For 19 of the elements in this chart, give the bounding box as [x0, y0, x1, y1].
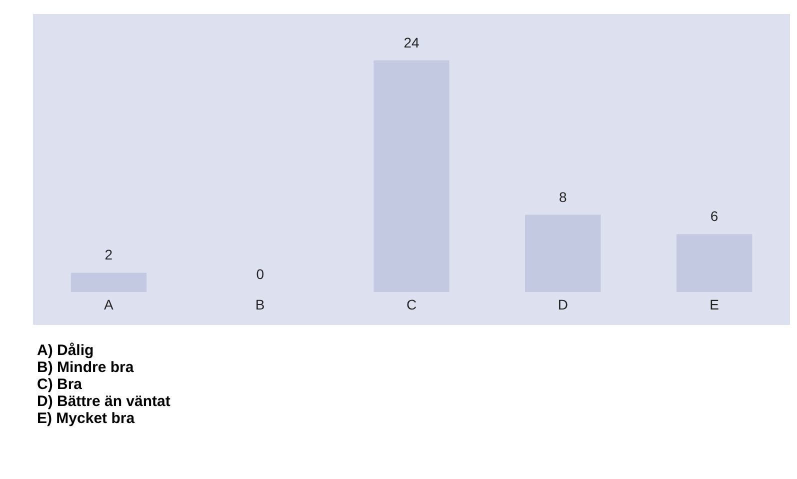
x-tick-label: A	[104, 296, 114, 312]
x-tick-label: C	[406, 296, 417, 312]
bar	[374, 60, 450, 292]
data-label: 2	[104, 246, 113, 263]
bar	[525, 214, 601, 292]
bar	[676, 234, 752, 292]
data-label: 8	[559, 188, 567, 205]
x-tick-label: B	[255, 296, 265, 312]
bar	[70, 272, 147, 292]
text: D) Bättre än väntat	[37, 393, 170, 410]
x-tick-label: D	[558, 296, 568, 312]
data-label: 6	[710, 208, 718, 224]
x-tick-label: E	[710, 296, 719, 312]
text: E) Mycket bra	[37, 410, 136, 427]
text: B) Mindre bra	[37, 359, 135, 376]
text: C) Bra	[37, 376, 84, 393]
data-label: 0	[256, 266, 264, 282]
text: A) Dålig	[37, 342, 95, 359]
data-label: 24	[404, 34, 420, 50]
